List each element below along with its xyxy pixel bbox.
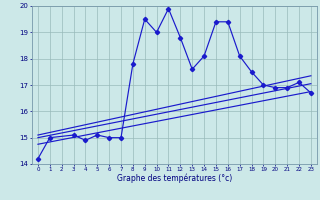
X-axis label: Graphe des températures (°c): Graphe des températures (°c) [117, 174, 232, 183]
